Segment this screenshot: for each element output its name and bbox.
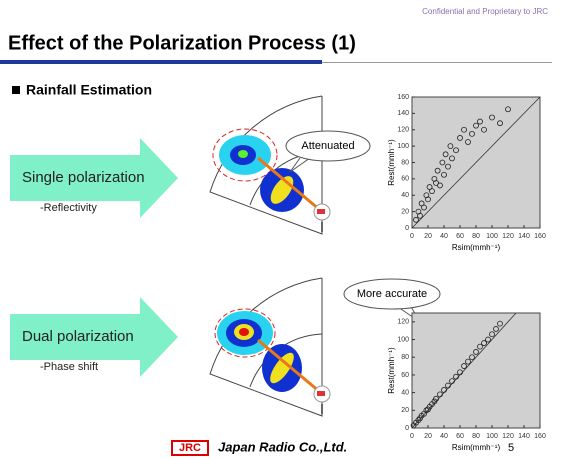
logo: JRC [179, 442, 201, 454]
x-axis-label: Rsim(mmh⁻¹) [452, 243, 501, 252]
y-tick-label: 0 [405, 425, 409, 432]
y-tick-label: 100 [397, 143, 409, 150]
y-tick-label: 80 [401, 354, 409, 361]
y-tick-label: 40 [401, 389, 409, 396]
x-tick-label: 20 [424, 233, 432, 240]
plot-area [412, 313, 540, 428]
x-tick-label: 60 [456, 233, 464, 240]
y-tick-label: 100 [397, 336, 409, 343]
x-tick-label: 80 [472, 233, 480, 240]
x-tick-label: 60 [456, 433, 464, 440]
page-number: 5 [508, 442, 514, 454]
x-tick-label: 120 [502, 233, 514, 240]
x-tick-label: 160 [534, 433, 546, 440]
y-tick-label: 80 [401, 159, 409, 166]
row-sublabel: -Reflectivity [40, 202, 97, 214]
x-tick-label: 40 [440, 233, 448, 240]
x-tick-label: 120 [502, 433, 514, 440]
y-tick-label: 60 [401, 176, 409, 183]
y-axis-label: Rest(mmh⁻¹) [387, 139, 396, 186]
title-underline [0, 60, 322, 64]
x-tick-label: 100 [486, 433, 498, 440]
callout: More accurate [357, 288, 427, 300]
x-tick-label: 0 [410, 233, 414, 240]
row-sublabel: -Phase shift [40, 361, 98, 373]
confidential: Confidential and Proprietary to JRC [422, 7, 548, 16]
y-tick-label: 120 [397, 319, 409, 326]
y-tick-label: 0 [405, 225, 409, 232]
x-tick-label: 100 [486, 233, 498, 240]
x-tick-label: 140 [518, 433, 530, 440]
x-tick-label: 140 [518, 233, 530, 240]
slide: Confidential and Proprietary to JRC Effe… [0, 0, 573, 459]
y-tick-label: 40 [401, 192, 409, 199]
callout: Attenuated [301, 140, 354, 152]
x-tick-label: 40 [440, 433, 448, 440]
y-tick-label: 160 [397, 94, 409, 101]
x-tick-label: 0 [410, 433, 414, 440]
row-label: Dual polarization [22, 328, 134, 345]
y-axis-label: Rest(mmh⁻¹) [387, 347, 396, 394]
x-tick-label: 20 [424, 433, 432, 440]
section-title: Rainfall Estimation [26, 82, 152, 98]
y-tick-label: 120 [397, 127, 409, 134]
row-label: Single polarization [22, 169, 145, 186]
y-tick-label: 20 [401, 407, 409, 414]
slide-title: Effect of the Polarization Process (1) [8, 32, 356, 54]
radar-diagram [210, 96, 370, 234]
x-tick-label: 80 [472, 433, 480, 440]
company: Japan Radio Co.,Ltd. [218, 439, 347, 454]
x-axis-label: Rsim(mmh⁻¹) [452, 443, 501, 452]
y-tick-label: 20 [401, 208, 409, 215]
bullet [12, 86, 20, 94]
y-tick-label: 60 [401, 372, 409, 379]
x-tick-label: 160 [534, 233, 546, 240]
y-tick-label: 140 [397, 110, 409, 117]
title-rule [322, 62, 552, 63]
